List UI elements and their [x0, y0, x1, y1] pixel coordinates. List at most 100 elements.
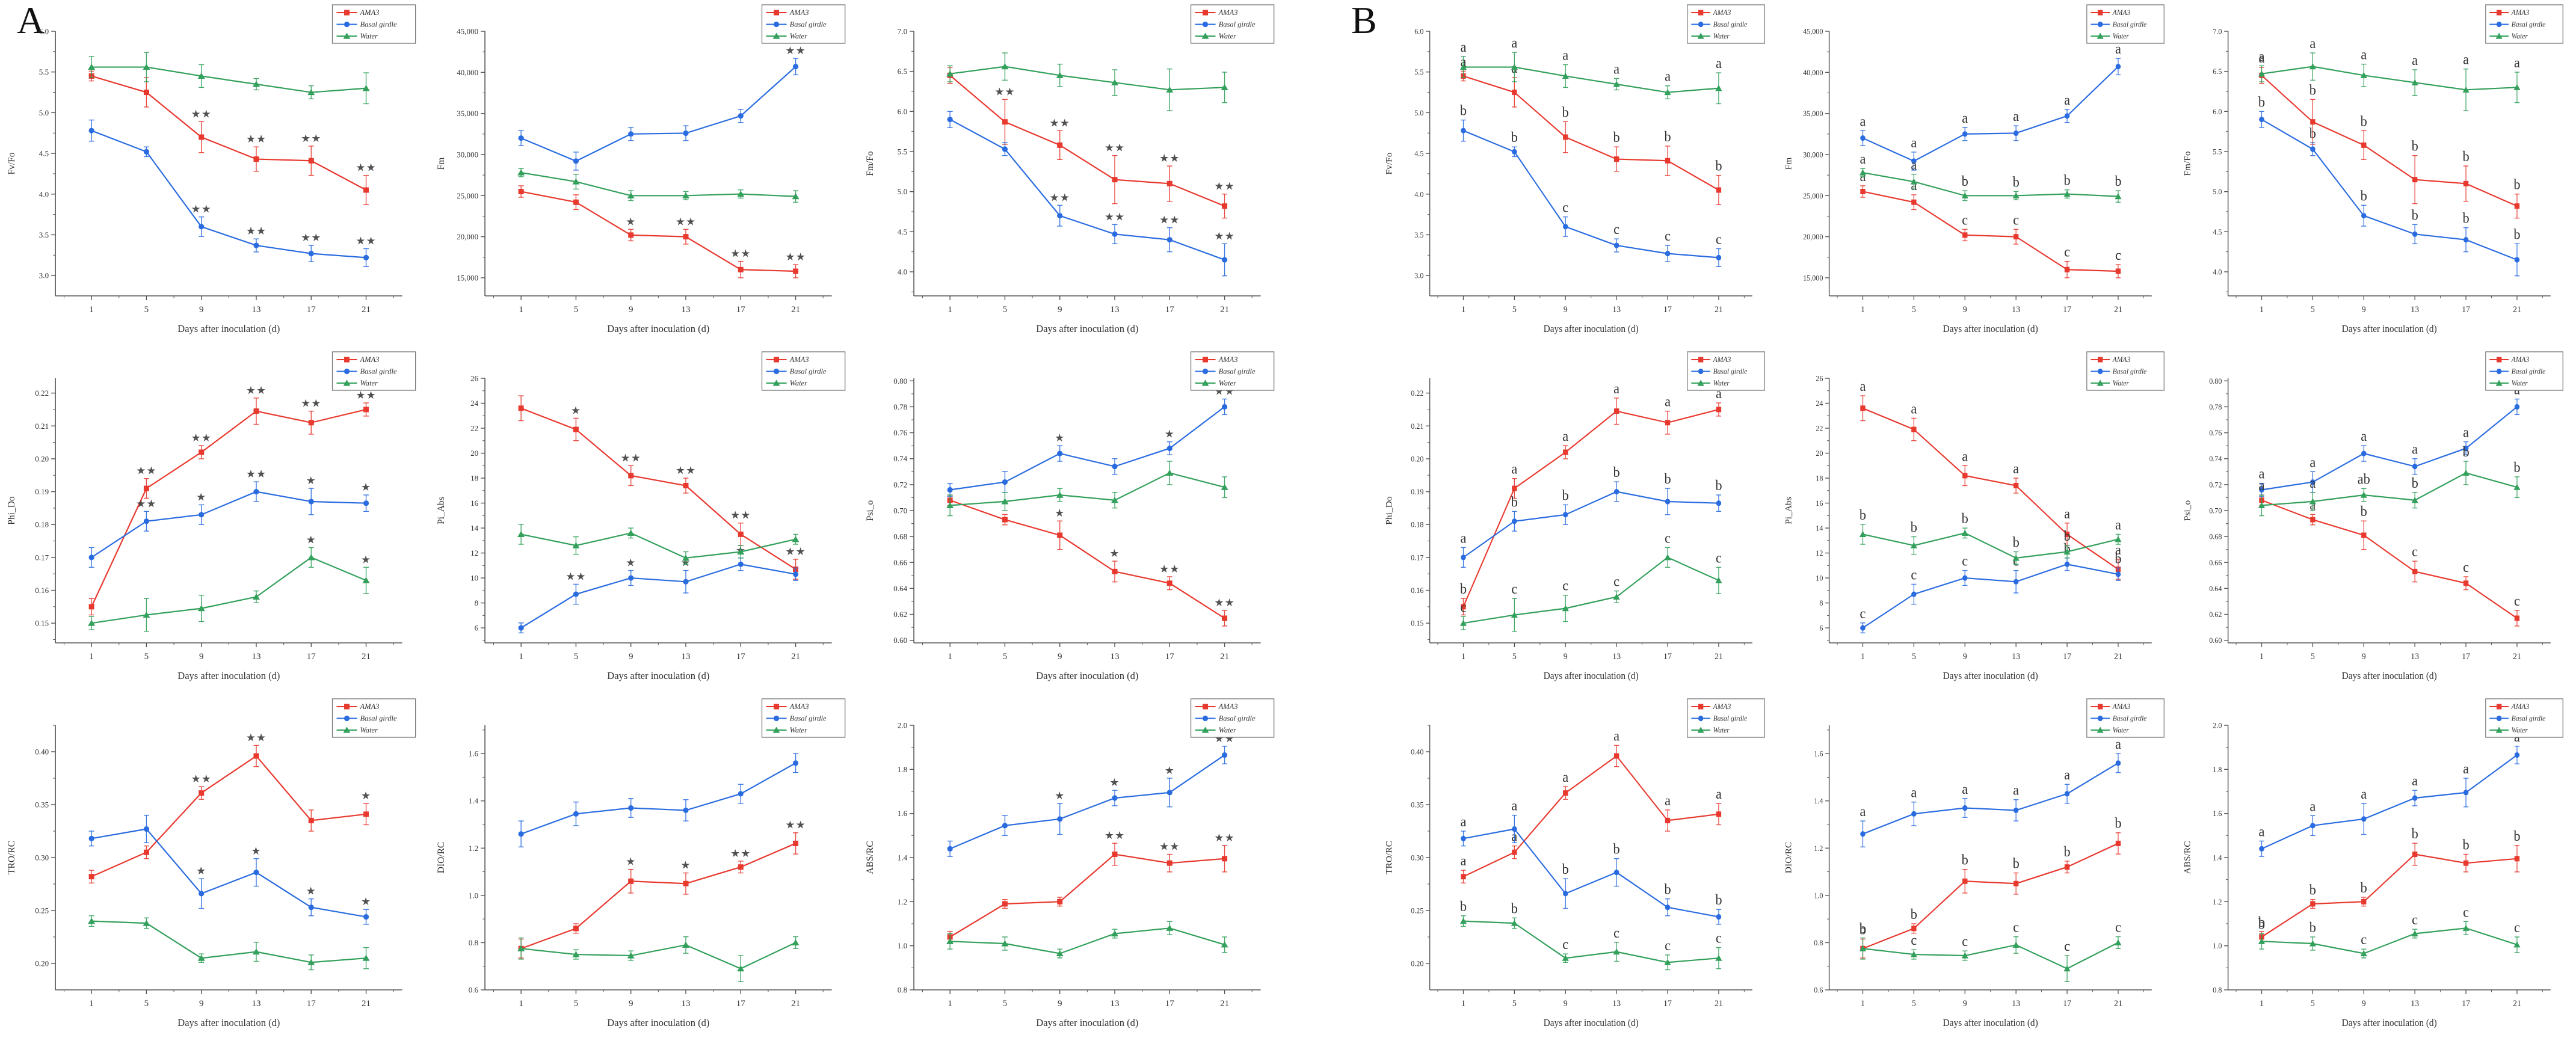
axes: 6 8 10 12 14 16 18 20 22 24 26 1 5 9 13 17 21 Days after … — [1784, 374, 2152, 681]
svg-text:Days after inoculation (d): Days after inoculation (d) — [1037, 323, 1139, 334]
svg-text:c: c — [1911, 567, 1917, 583]
chart-cell-pi_abs-panel-a: 6 8 10 12 14 16 18 20 22 24 26 1 5 9 13 17 21 Days after … — [430, 347, 859, 694]
svg-text:b: b — [1715, 158, 1722, 174]
svg-text:★★: ★★ — [730, 509, 751, 521]
svg-text:0.64: 0.64 — [2210, 585, 2223, 593]
svg-text:c: c — [2013, 212, 2019, 229]
axes: 0.6 0.8 1.0 1.2 1.4 1.6 1 5 9 13 17 21 Days after in… — [1784, 725, 2152, 1028]
svg-text:★★: ★★ — [1215, 230, 1235, 242]
legend: AMA3 Basal girdle Water — [1687, 4, 1765, 44]
significance-letters: b b c c c c — [1460, 898, 1722, 954]
svg-text:0.17: 0.17 — [1411, 553, 1423, 562]
svg-text:0.60: 0.60 — [2210, 636, 2222, 645]
svg-text:1: 1 — [1861, 652, 1865, 662]
svg-text:b: b — [2258, 917, 2265, 933]
svg-text:c: c — [2115, 920, 2121, 936]
axes: 0.20 0.25 0.30 0.35 0.40 1 5 9 13 17 21 Days after … — [1385, 725, 1752, 1028]
axes: 0.60 0.62 0.64 0.66 0.68 0.70 0.72 0.74 0.76 0.78… — [865, 376, 1261, 681]
svg-text:21: 21 — [2513, 652, 2521, 662]
series-water — [1859, 524, 2122, 565]
svg-text:Phi_Do: Phi_Do — [7, 496, 17, 525]
legend: AMA3 Basal girdle Water — [331, 351, 416, 391]
svg-text:0.78: 0.78 — [894, 402, 908, 411]
svg-text:Days after inoculation (d): Days after inoculation (d) — [607, 323, 709, 334]
svg-text:a: a — [2259, 478, 2265, 494]
svg-text:6: 6 — [474, 624, 478, 633]
svg-text:a: a — [2064, 767, 2070, 784]
svg-text:Days after inoculation (d): Days after inoculation (d) — [607, 670, 709, 681]
svg-text:Fm/Fo: Fm/Fo — [865, 151, 875, 176]
svg-text:Basal girdle: Basal girdle — [360, 367, 397, 376]
series-basal-girdle — [2259, 111, 2520, 277]
svg-text:★★: ★★ — [356, 162, 376, 174]
svg-text:13: 13 — [251, 305, 260, 315]
svg-text:9: 9 — [1962, 305, 1967, 315]
svg-text:5.5: 5.5 — [1414, 68, 1423, 76]
series-ama3 — [1860, 832, 2121, 959]
svg-text:a: a — [1911, 401, 1917, 417]
svg-text:Days after inoculation (d): Days after inoculation (d) — [1037, 670, 1139, 681]
svg-text:13: 13 — [1111, 652, 1120, 662]
svg-text:20,000: 20,000 — [457, 232, 478, 241]
svg-text:b: b — [1664, 882, 1671, 898]
svg-text:a: a — [1716, 385, 1722, 402]
svg-text:a: a — [2115, 736, 2121, 752]
svg-text:b: b — [1715, 892, 1722, 909]
svg-text:b: b — [2463, 837, 2470, 853]
svg-text:Water: Water — [1713, 32, 1730, 40]
svg-text:b: b — [2012, 535, 2019, 551]
series-ama3 — [1860, 395, 2121, 580]
svg-text:21: 21 — [1715, 652, 1723, 662]
svg-text:★★: ★★ — [620, 452, 641, 464]
svg-text:AMA3: AMA3 — [1218, 702, 1238, 711]
svg-text:c: c — [1613, 574, 1619, 590]
series-ama3 — [88, 70, 369, 206]
svg-text:c: c — [1665, 228, 1671, 244]
axes: 0.8 1.0 1.2 1.4 1.6 1.8 2.0 1 5 9 13 17 21 Days after… — [865, 721, 1261, 1028]
svg-text:a: a — [2361, 786, 2367, 802]
svg-text:★★: ★★ — [676, 464, 696, 476]
svg-text:★: ★ — [1165, 428, 1175, 440]
series-ama3 — [518, 832, 798, 959]
svg-text:a: a — [1962, 781, 1968, 797]
svg-text:0.76: 0.76 — [894, 428, 908, 437]
series-basal-girdle — [1860, 58, 2121, 171]
svg-text:★★: ★★ — [246, 384, 267, 396]
svg-text:0.78: 0.78 — [2210, 403, 2222, 411]
legend: AMA3 Basal girdle Water — [331, 698, 416, 738]
significance-stars: ★★ ★★ ★★ ★★ ★★ — [136, 384, 376, 477]
svg-text:b: b — [1613, 464, 1620, 481]
svg-text:13: 13 — [681, 305, 690, 315]
svg-text:AMA3: AMA3 — [2112, 355, 2130, 364]
chart-cell-dio_rc-panel-b: 0.6 0.8 1.0 1.2 1.4 1.6 1 5 9 13 17 21 Days after in… — [1778, 694, 2177, 1041]
svg-text:★★: ★★ — [785, 45, 806, 57]
svg-text:★: ★ — [571, 404, 581, 416]
svg-text:1.6: 1.6 — [898, 809, 908, 818]
axes: 3.0 3.5 4.0 4.5 5.0 5.5 6.0 1 5 9 13 17 21 Days after… — [1385, 27, 1752, 334]
svg-text:3.5: 3.5 — [1414, 231, 1423, 239]
panel-b-label: B — [1351, 0, 1377, 41]
significance-stars: ★★★★★★★ — [136, 468, 371, 509]
svg-text:a: a — [2013, 461, 2019, 477]
svg-text:0.25: 0.25 — [35, 906, 49, 915]
svg-text:0.18: 0.18 — [35, 520, 49, 529]
svg-text:1.8: 1.8 — [898, 765, 907, 774]
svg-text:★★: ★★ — [356, 389, 376, 401]
svg-text:1.6: 1.6 — [468, 749, 478, 758]
series-water — [1459, 547, 1722, 632]
svg-text:★: ★ — [1110, 547, 1120, 559]
svg-text:21: 21 — [1220, 652, 1229, 662]
svg-text:13: 13 — [681, 652, 690, 662]
svg-text:17: 17 — [736, 999, 745, 1009]
svg-text:b: b — [1562, 105, 1569, 121]
svg-text:c: c — [1562, 936, 1568, 953]
legend: AMA3 Basal girdle Water — [761, 4, 845, 44]
series-basal-girdle — [518, 753, 798, 848]
svg-text:Water: Water — [2512, 379, 2528, 387]
svg-text:a: a — [2259, 824, 2265, 840]
svg-text:0.40: 0.40 — [35, 748, 49, 757]
svg-text:17: 17 — [1165, 652, 1175, 662]
svg-text:AMA3: AMA3 — [2511, 355, 2530, 364]
svg-text:a: a — [2310, 799, 2316, 815]
svg-text:Water: Water — [2112, 726, 2129, 734]
